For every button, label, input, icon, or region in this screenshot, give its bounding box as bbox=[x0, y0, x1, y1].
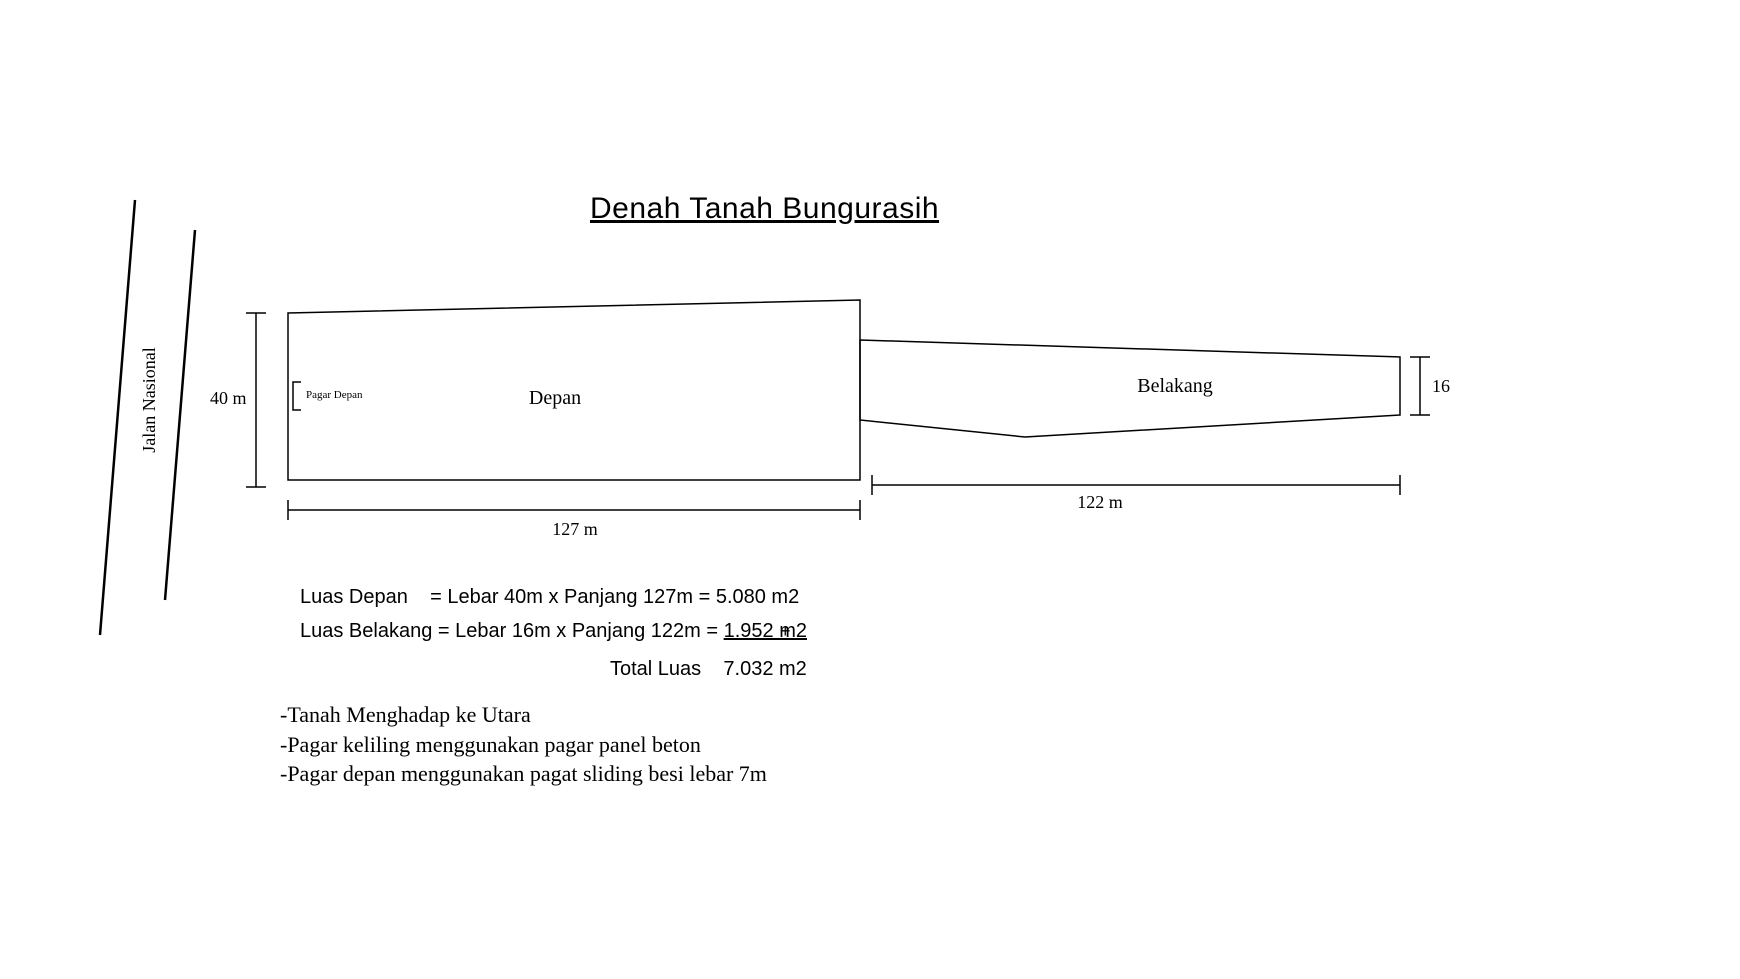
calc-back-area: Luas Belakang = Lebar 16m x Panjang 122m… bbox=[300, 614, 807, 648]
calc-total-label: Total Luas bbox=[610, 658, 723, 680]
back-label: Belakang bbox=[1137, 375, 1213, 397]
gate-label: Pagar Depan bbox=[306, 389, 363, 401]
calc-total-value: 7.032 m2 bbox=[723, 658, 806, 680]
land-plan-svg: Jalan Nasional 40 m Pagar Depan Depan Be… bbox=[0, 0, 1740, 979]
calc-plus-sign: + bbox=[780, 616, 791, 647]
note-line: -Pagar depan menggunakan pagat sliding b… bbox=[280, 759, 767, 789]
notes-block: -Tanah Menghadap ke Utara -Pagar kelilin… bbox=[280, 700, 767, 789]
road-label: Jalan Nasional bbox=[139, 347, 159, 452]
diagram-page: Denah Tanah Bungurasih bbox=[0, 0, 1740, 979]
gate-bracket bbox=[293, 382, 301, 410]
calc-total-area: Total Luas 7.032 m2 bbox=[610, 652, 807, 686]
front-label: Depan bbox=[529, 387, 581, 409]
note-line: -Tanah Menghadap ke Utara bbox=[280, 700, 767, 730]
calc-front-area: Luas Depan = Lebar 40m x Panjang 127m = … bbox=[300, 580, 799, 614]
note-line: -Pagar keliling menggunakan pagar panel … bbox=[280, 730, 767, 760]
front-width-label: 40 m bbox=[210, 388, 247, 408]
road-line-right bbox=[165, 230, 195, 600]
back-width-label: 16 bbox=[1432, 376, 1450, 396]
road-line-left bbox=[100, 200, 135, 635]
front-length-label: 127 m bbox=[552, 519, 598, 539]
back-plot bbox=[860, 340, 1400, 437]
back-length-label: 122 m bbox=[1077, 492, 1123, 512]
calc-back-prefix: Luas Belakang = Lebar 16m x Panjang 122m… bbox=[300, 620, 724, 642]
calc-back-value: 1.952 m2 bbox=[724, 620, 807, 642]
